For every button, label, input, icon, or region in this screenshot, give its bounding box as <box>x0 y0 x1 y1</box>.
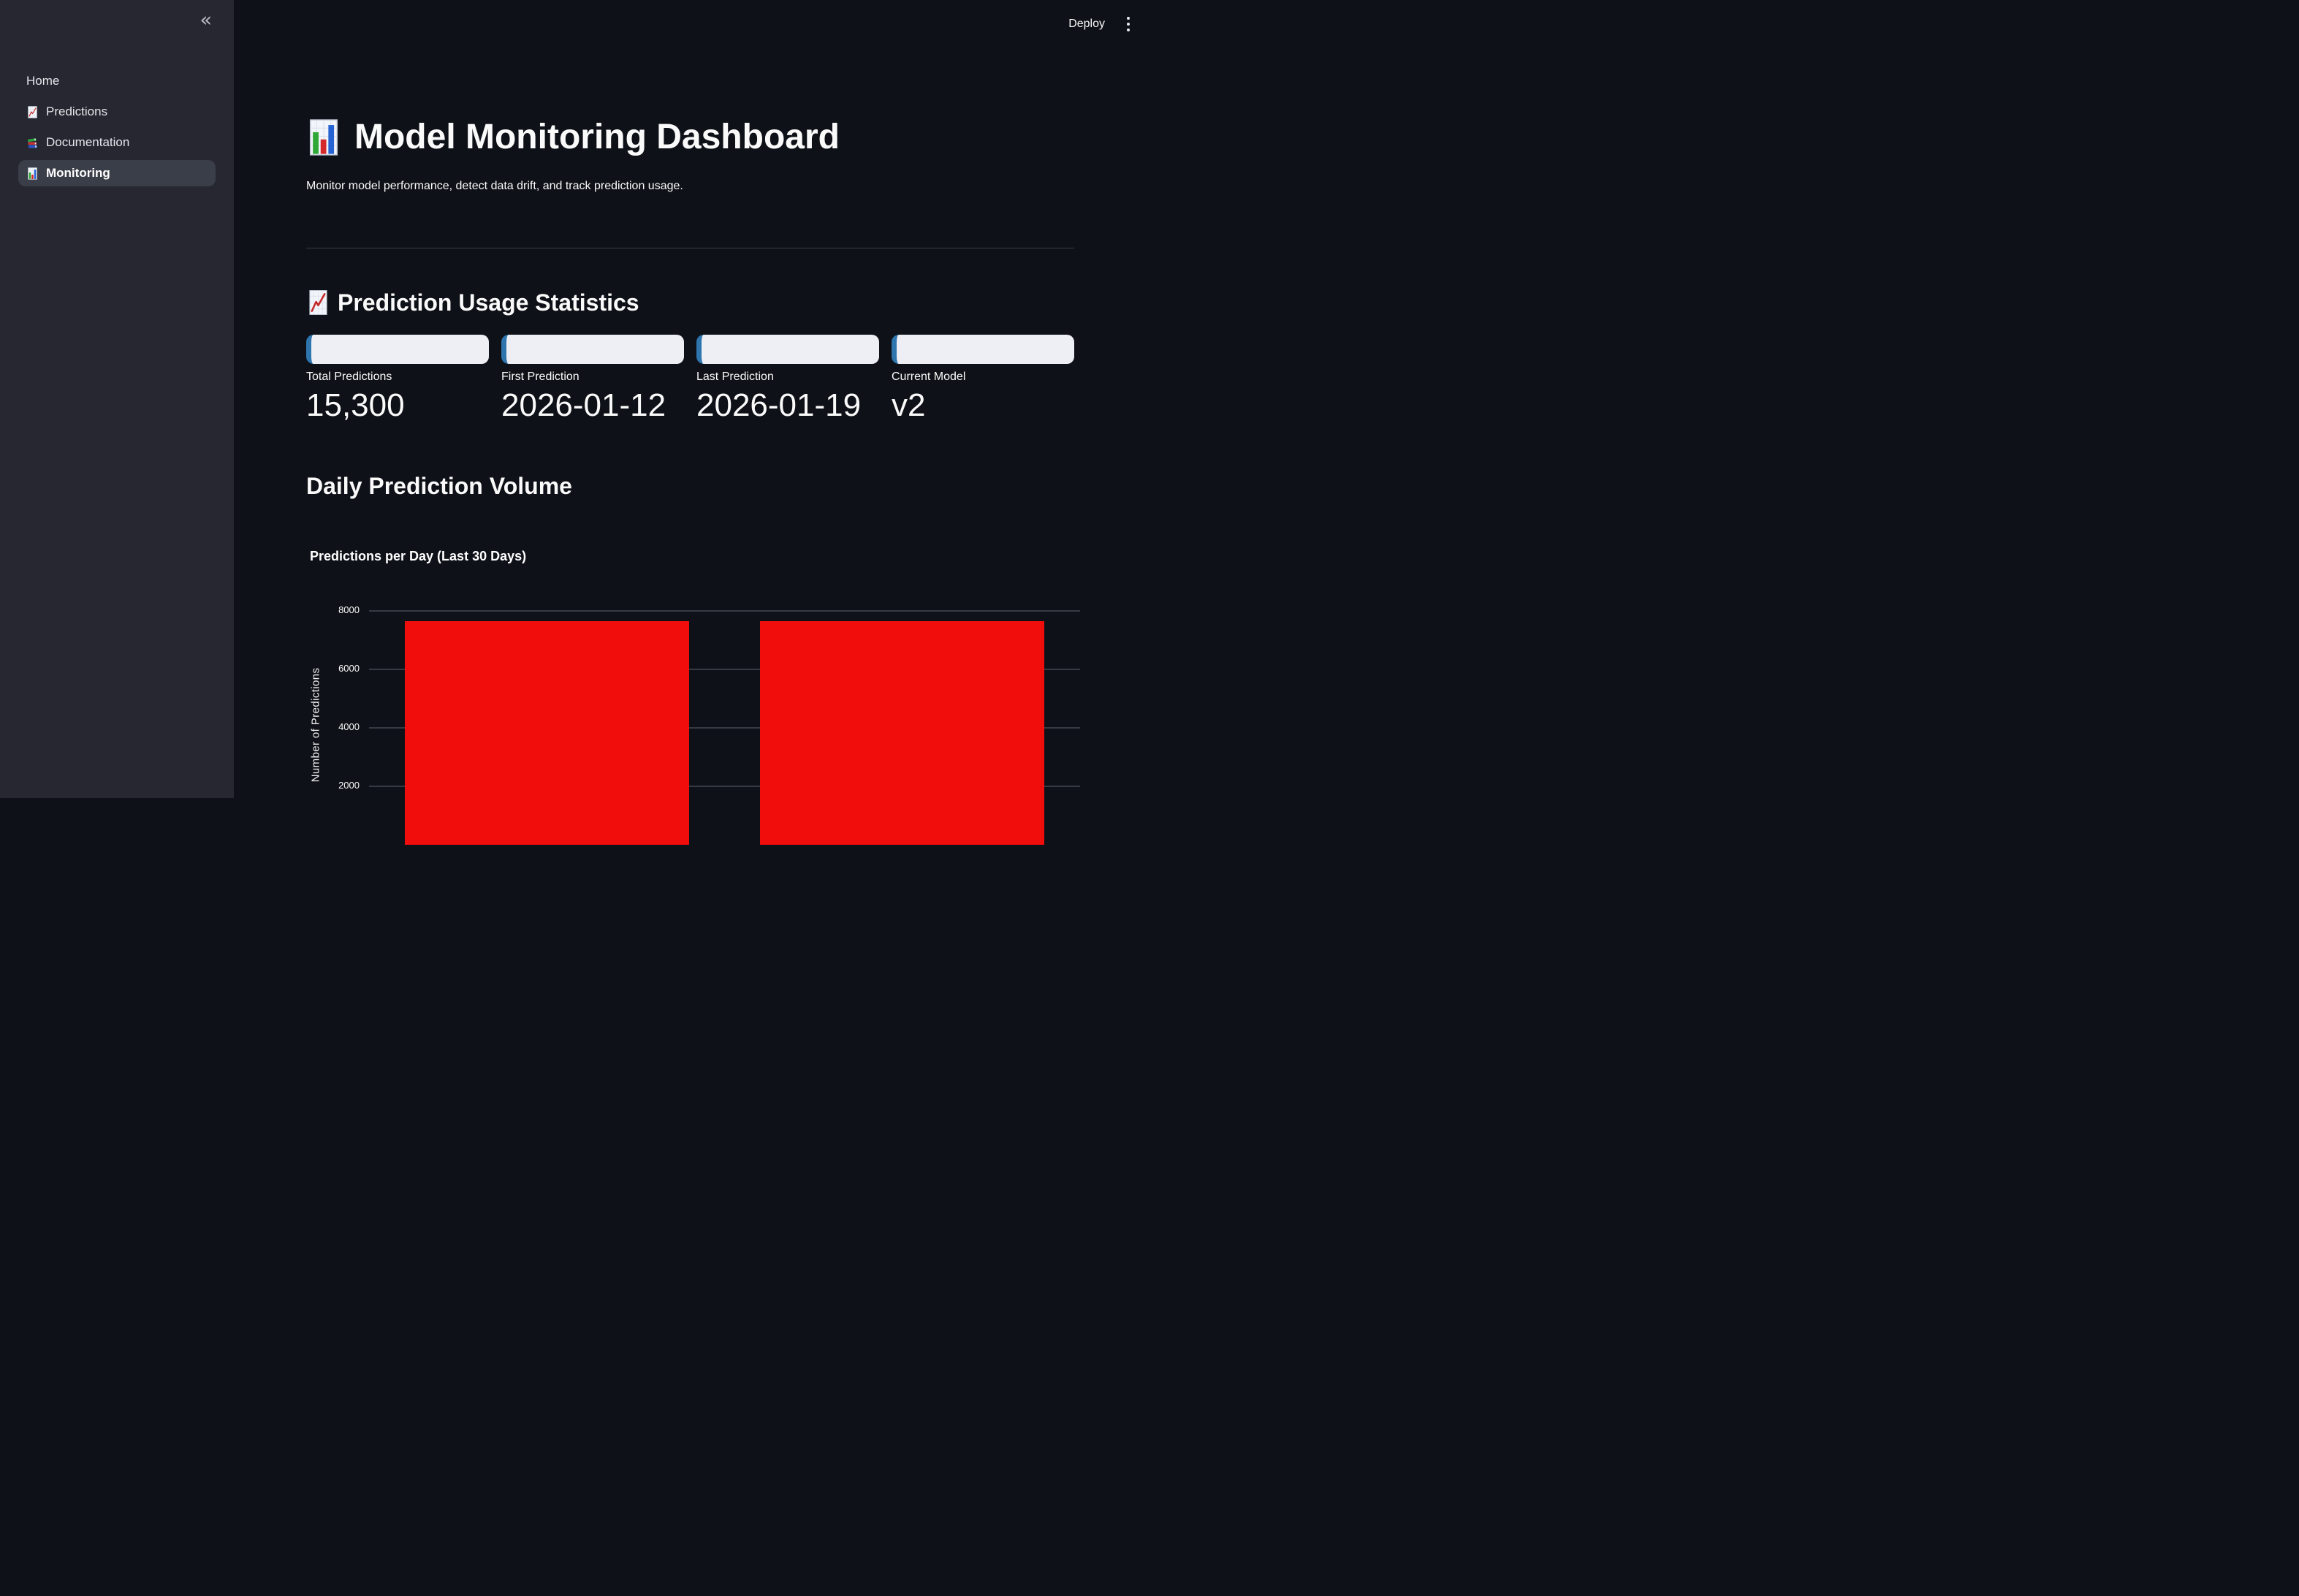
chart-gridline <box>369 727 1080 729</box>
sidebar-item-predictions[interactable]: Predictions <box>18 99 216 125</box>
metric-value: 2026-01-19 <box>696 387 862 423</box>
sidebar-item-home[interactable]: Home <box>18 68 216 94</box>
volume-section-heading: Daily Prediction Volume <box>306 473 572 499</box>
usage-section-heading: Prediction Usage Statistics <box>338 289 639 316</box>
metric-label: First Prediction <box>501 370 580 383</box>
metric-current-model: Current Model v2 <box>892 335 1074 424</box>
sidebar-item-label: Predictions <box>46 104 108 118</box>
overflow-menu-icon[interactable] <box>1124 14 1133 34</box>
app-header: Deploy <box>1068 0 1133 48</box>
sidebar-item-monitoring[interactable]: Monitoring <box>18 160 216 186</box>
chart-bar <box>760 621 1045 845</box>
sidebar: « Home Predictions <box>0 0 234 798</box>
sidebar-nav: Home Predictions <box>18 68 216 186</box>
chart-increasing-emoji-icon <box>309 290 327 315</box>
deploy-button[interactable]: Deploy <box>1068 18 1105 30</box>
metric-label: Last Prediction <box>696 370 774 383</box>
metric-pill <box>501 335 684 364</box>
metric-pill <box>306 335 489 364</box>
metric-first-prediction: First Prediction 2026-01-12 <box>501 335 684 424</box>
volume-section-heading-row: Daily Prediction Volume <box>306 471 572 501</box>
metric-label: Current Model <box>892 370 966 383</box>
metric-value: 15,300 <box>306 387 405 423</box>
chart-y-tick-label: 2000 <box>338 780 360 791</box>
page-title: Model Monitoring Dashboard <box>354 118 840 156</box>
bar-chart-emoji-icon <box>309 119 338 156</box>
sidebar-item-label: Documentation <box>46 135 130 149</box>
usage-section-heading-row: Prediction Usage Statistics <box>306 288 639 317</box>
metrics-row: Total Predictions 15,300 First Predictio… <box>306 335 1074 424</box>
metric-total-predictions: Total Predictions 15,300 <box>306 335 489 424</box>
chart-y-tick-label: 8000 <box>338 604 360 615</box>
chart-gridline <box>369 669 1080 670</box>
sidebar-item-documentation[interactable]: Documentation <box>18 129 216 156</box>
metric-value: v2 <box>892 387 926 423</box>
chart-increasing-icon <box>28 105 37 118</box>
books-icon <box>27 137 37 148</box>
metric-value: 2026-01-12 <box>501 387 666 423</box>
metric-pill <box>892 335 1074 364</box>
page-subtitle: Monitor model performance, detect data d… <box>306 180 683 192</box>
sidebar-collapse-icon[interactable]: « <box>200 9 212 31</box>
page-title-row: Model Monitoring Dashboard <box>306 117 840 158</box>
chart-y-tick-label: 6000 <box>338 663 360 674</box>
sidebar-item-label: Monitoring <box>46 166 110 180</box>
chart-title: Predictions per Day (Last 30 Days) <box>310 549 527 563</box>
metric-pill <box>696 335 879 364</box>
bar-chart-icon <box>28 167 37 180</box>
chart-bar <box>404 621 689 845</box>
chart-gridline <box>369 786 1080 787</box>
sidebar-item-label: Home <box>26 74 60 88</box>
metric-label: Total Predictions <box>306 370 392 383</box>
main-content: Deploy Model Monitoring Dashboard Monito… <box>234 0 1150 845</box>
metric-last-prediction: Last Prediction 2026-01-19 <box>696 335 879 424</box>
chart-y-tick-label: 4000 <box>338 721 360 732</box>
app-root: { "header": { "deploy_label": "Deploy" }… <box>0 0 1150 845</box>
chart-gridline <box>369 610 1080 612</box>
